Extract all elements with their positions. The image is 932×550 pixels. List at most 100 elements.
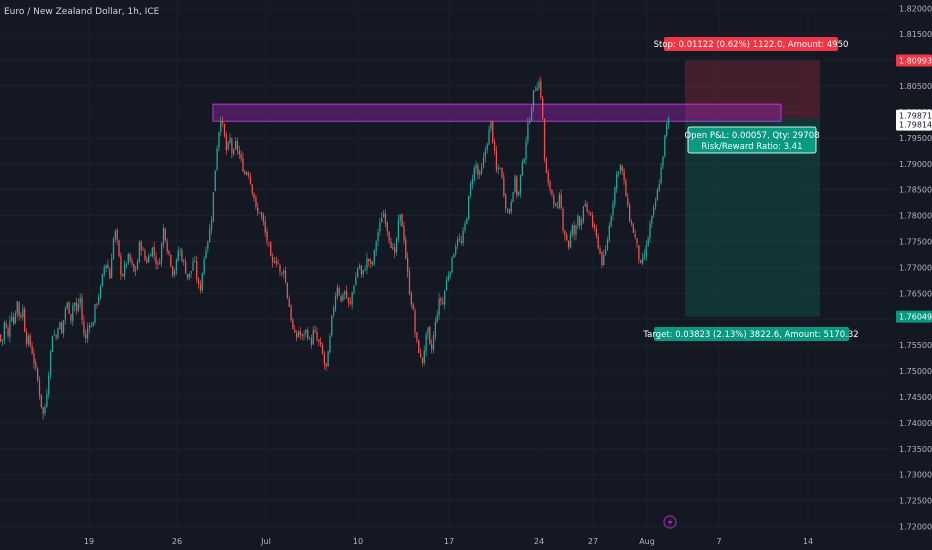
candle [456, 236, 459, 250]
candle [251, 183, 253, 197]
candle [506, 207, 509, 214]
candle [257, 202, 259, 216]
candle [492, 120, 494, 144]
candle [283, 268, 285, 279]
candle [209, 224, 211, 243]
candle [290, 303, 292, 323]
candle [632, 222, 634, 233]
candle [549, 179, 551, 194]
candle [20, 312, 22, 319]
candle [525, 136, 527, 165]
candle [70, 314, 72, 325]
candle [573, 220, 575, 241]
candle [259, 212, 261, 214]
position-labels: Stop: 0.01122 (0.62%) 1122.0, Amount: 49… [642, 37, 859, 341]
candle [284, 266, 287, 285]
candle [527, 117, 529, 146]
candle [458, 233, 461, 242]
candle [660, 162, 662, 185]
candle [373, 249, 375, 266]
candle [307, 327, 309, 341]
candle [412, 302, 414, 311]
candle [603, 249, 605, 266]
candle [351, 291, 353, 310]
candle [545, 157, 548, 174]
candle [429, 325, 431, 346]
candle [55, 333, 57, 341]
candle [399, 214, 401, 227]
candle [444, 290, 446, 310]
candle [499, 166, 501, 170]
candle [510, 199, 512, 215]
candle [190, 270, 192, 278]
candle [654, 197, 657, 210]
candle [42, 406, 44, 420]
candle [127, 252, 129, 266]
price-axis[interactable]: 1.72000 1.72500 1.73000 1.73500 1.74000 1.745… [895, 0, 932, 550]
candle [118, 239, 120, 258]
candle [157, 260, 159, 270]
candle [662, 156, 664, 170]
candle [321, 342, 324, 355]
candle [260, 211, 263, 220]
candle [419, 348, 422, 358]
candles [0, 76, 670, 420]
candle [7, 325, 9, 339]
candle [277, 258, 279, 265]
x-tick-label: 14 [803, 537, 813, 546]
time-axis[interactable]: 19 26 Jul 10 17 24 27 Aug 7 14 [84, 537, 813, 546]
candle [146, 256, 148, 264]
y-tick-label: 1.79000 [899, 160, 932, 169]
candle [136, 258, 139, 271]
candle [292, 318, 294, 330]
candle [466, 217, 468, 225]
candle [599, 245, 601, 255]
risk-reward-tool[interactable] [685, 60, 820, 317]
candle [320, 337, 322, 348]
y-tick-label: 1.77500 [899, 237, 932, 246]
candle [112, 236, 115, 261]
candle [666, 120, 668, 138]
candle [566, 232, 568, 242]
candle [123, 260, 126, 281]
candle [77, 298, 79, 313]
candle [475, 160, 477, 174]
candle [562, 206, 564, 234]
candle [75, 297, 78, 316]
candle [401, 213, 403, 227]
candle [610, 214, 612, 228]
candle [281, 271, 283, 277]
risk-reward-text: Risk/Reward Ratio: 3.41 [701, 142, 802, 152]
y-tick-label: 1.74500 [899, 393, 932, 402]
resistance-zone[interactable] [212, 103, 782, 122]
candle [210, 216, 213, 235]
candle [658, 179, 660, 193]
candle [590, 211, 592, 217]
candle [205, 246, 207, 260]
candle [214, 170, 216, 192]
candle [316, 327, 318, 342]
candle [59, 321, 61, 330]
candle [495, 145, 498, 173]
candle [490, 120, 492, 133]
candle [196, 255, 198, 284]
y-tick-label: 1.82000 [899, 4, 932, 13]
candle [64, 306, 67, 325]
candle [464, 220, 466, 234]
candle [66, 301, 68, 310]
candle [247, 171, 250, 179]
candle [94, 304, 96, 325]
candle [344, 290, 346, 300]
x-tick-label: 26 [172, 537, 182, 546]
candle [173, 268, 176, 278]
candle [303, 330, 305, 341]
candle [595, 224, 597, 239]
y-tick-label: 1.78500 [899, 186, 932, 195]
candle [455, 242, 457, 257]
candle [379, 217, 381, 236]
flash-icon[interactable] [663, 515, 677, 529]
candle [33, 348, 35, 369]
